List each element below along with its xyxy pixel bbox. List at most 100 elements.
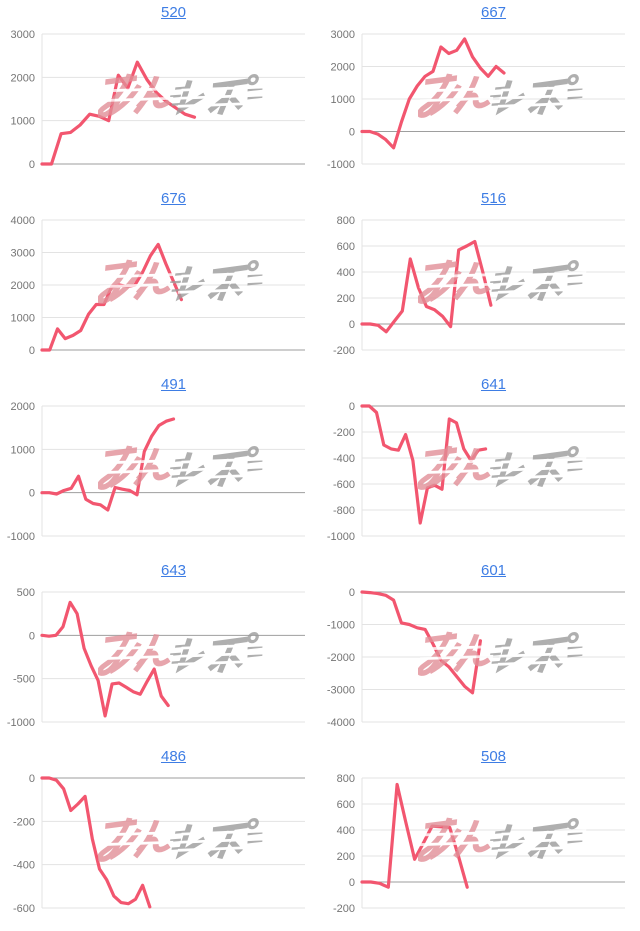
y-axis-tick-label: 200 (337, 851, 355, 863)
y-axis-tick-label: 400 (337, 825, 355, 837)
y-axis-tick-label: 2000 (11, 72, 35, 84)
y-axis-tick-label: 1000 (11, 444, 35, 456)
y-axis-tick-label: -500 (13, 674, 35, 686)
chart-canvas: 0 -200 -400 -600 -800 -1000 (327, 401, 625, 543)
watermark (417, 632, 589, 673)
chart-canvas: 0 -1000 -2000 -3000 -4000 (327, 587, 625, 729)
chart-title-link[interactable]: 491 (160, 376, 187, 393)
y-axis-tick-label: 200 (337, 293, 355, 305)
y-axis-tick-label: 400 (337, 267, 355, 279)
chart-title-link[interactable]: 486 (160, 748, 187, 765)
chart-title: 643 (42, 562, 305, 580)
y-axis-tick-label: -200 (13, 816, 35, 828)
series-line (360, 590, 482, 695)
watermark (97, 260, 269, 301)
y-axis-tick-label: 500 (17, 587, 35, 599)
chart-cell: 667 3000 2000 1000 0 -1000 (320, 0, 640, 186)
chart-title-link[interactable]: 643 (160, 562, 187, 579)
chart-title: 520 (42, 4, 305, 22)
chart-title: 641 (362, 376, 625, 394)
y-axis-tick-label: 2000 (11, 280, 35, 292)
y-axis-tick-label: -1000 (327, 531, 355, 543)
chart-cell: 601 0 -1000 -2000 -3000 -4000 (320, 558, 640, 744)
y-axis-tick-label: 0 (349, 587, 355, 599)
watermark (417, 260, 589, 301)
y-axis-tick-label: -400 (333, 453, 355, 465)
chart-cell: 641 0 -200 -400 -600 -800 -1000 (320, 372, 640, 558)
chart-canvas: 4000 3000 2000 1000 0 (11, 215, 305, 357)
chart-canvas: 800 600 400 200 0 -200 (333, 215, 625, 357)
watermark (417, 74, 589, 115)
y-axis-tick-label: -3000 (327, 685, 355, 697)
chart-canvas: 0 -200 -400 -600 (13, 773, 305, 915)
chart-cell: 676 4000 3000 2000 1000 0 (0, 186, 320, 372)
y-axis-tick-label: 0 (29, 345, 35, 357)
chart-canvas: 3000 2000 1000 0 (11, 29, 305, 171)
y-axis-tick-label: 1000 (331, 94, 355, 106)
watermark (97, 446, 269, 487)
series-line (40, 776, 152, 909)
series-line (360, 239, 493, 334)
watermark (97, 632, 269, 673)
y-axis-tick-label: 0 (29, 488, 35, 500)
chart-title-link[interactable]: 667 (480, 4, 507, 21)
y-axis-tick-label: 3000 (11, 248, 35, 260)
y-axis-tick-label: 0 (349, 127, 355, 139)
y-axis-tick-label: -200 (333, 903, 355, 915)
chart-cell: 491 2000 1000 0 -1000 (0, 372, 320, 558)
y-axis-tick-label: 1000 (11, 116, 35, 128)
series-line (360, 37, 506, 150)
chart-title: 486 (42, 748, 305, 766)
chart-canvas: 500 0 -500 -1000 (7, 587, 305, 729)
series-line (40, 600, 170, 718)
chart-cell: 516 800 600 400 200 0 -200 (320, 186, 640, 372)
chart-title-link[interactable]: 520 (160, 4, 187, 21)
series-line (40, 417, 176, 512)
y-axis-tick-label: 1000 (11, 313, 35, 325)
y-axis-tick-label: 0 (29, 773, 35, 785)
chart-cell: 486 0 -200 -400 -600 (0, 744, 320, 930)
y-axis-tick-label: 0 (29, 159, 35, 171)
y-axis-tick-label: -200 (333, 345, 355, 357)
y-axis-tick-label: -1000 (7, 531, 35, 543)
y-axis-tick-label: 0 (29, 630, 35, 642)
y-axis-tick-label: 0 (349, 877, 355, 889)
chart-title: 667 (362, 4, 625, 22)
chart-title-link[interactable]: 641 (480, 376, 507, 393)
chart-canvas: 3000 2000 1000 0 -1000 (327, 29, 625, 171)
chart-cell: 508 800 600 400 200 0 -200 (320, 744, 640, 930)
y-axis-tick-label: 4000 (11, 215, 35, 227)
chart-title: 676 (42, 190, 305, 208)
chart-canvas: 800 600 400 200 0 -200 (333, 773, 625, 915)
y-axis-tick-label: -400 (13, 860, 35, 872)
y-axis-tick-label: -600 (13, 903, 35, 915)
y-axis-tick-label: -600 (333, 479, 355, 491)
y-axis-tick-label: -4000 (327, 717, 355, 729)
chart-title: 491 (42, 376, 305, 394)
watermark (417, 818, 589, 859)
chart-title: 508 (362, 748, 625, 766)
chart-title: 601 (362, 562, 625, 580)
y-axis-tick-label: 3000 (331, 29, 355, 41)
y-axis-tick-label: -1000 (327, 620, 355, 632)
chart-title-link[interactable]: 601 (480, 562, 507, 579)
y-axis-tick-label: -200 (333, 427, 355, 439)
y-axis-tick-label: 2000 (11, 401, 35, 413)
watermark (97, 818, 269, 859)
y-axis-tick-label: 3000 (11, 29, 35, 41)
series-line (360, 782, 469, 889)
chart-title-link[interactable]: 508 (480, 748, 507, 765)
chart-title-link[interactable]: 676 (160, 190, 187, 207)
chart-title-link[interactable]: 516 (480, 190, 507, 207)
y-axis-tick-label: -800 (333, 505, 355, 517)
chart-cell: 643 500 0 -500 -1000 (0, 558, 320, 744)
y-axis-tick-label: -1000 (327, 159, 355, 171)
chart-title: 516 (362, 190, 625, 208)
y-axis-tick-label: 800 (337, 773, 355, 785)
y-axis-tick-label: 600 (337, 799, 355, 811)
y-axis-tick-label: 0 (349, 401, 355, 413)
y-axis-tick-label: 0 (349, 319, 355, 331)
y-axis-tick-label: -1000 (7, 717, 35, 729)
y-axis-tick-label: 600 (337, 241, 355, 253)
